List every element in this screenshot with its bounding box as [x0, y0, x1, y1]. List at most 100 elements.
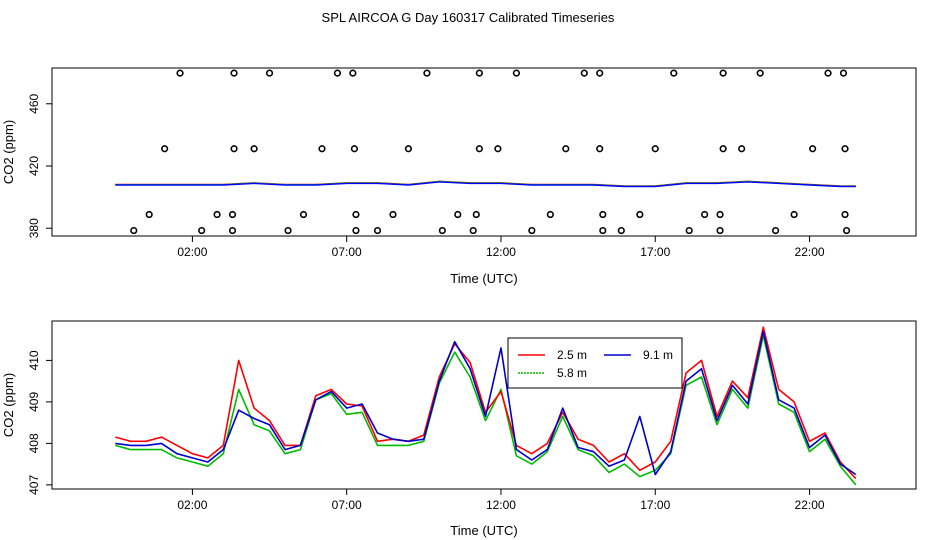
data-point [738, 145, 746, 153]
data-point [636, 210, 644, 219]
bottom-y-tick-label: 409 [27, 392, 41, 412]
data-point [454, 210, 462, 219]
top-y-tick-label: 380 [27, 218, 41, 238]
data-point [599, 210, 607, 219]
data-point [228, 226, 237, 235]
data-point [528, 226, 536, 235]
series-line-2-5-m [115, 326, 857, 480]
top-x-tick-label: 22:00 [795, 245, 825, 259]
data-point [494, 145, 502, 153]
bottom-x-tick-label: 22:00 [795, 498, 825, 512]
data-point [824, 69, 832, 77]
data-point [230, 145, 238, 153]
data-point [719, 69, 727, 77]
data-point [512, 69, 521, 77]
data-point [771, 226, 780, 235]
data-point [318, 145, 326, 153]
top-x-axis-label: Time (UTC) [450, 271, 517, 286]
data-point [716, 226, 724, 235]
data-point [230, 69, 238, 77]
data-point [841, 145, 849, 153]
data-point [651, 145, 659, 153]
series-line-5-8-m [115, 334, 857, 486]
top-y-axis-label: CO2 (ppm) [1, 120, 16, 184]
top-y-axis: 380 420 460 [27, 93, 52, 238]
data-point [213, 210, 221, 219]
data-point [161, 145, 169, 153]
bottom-x-tick-label: 07:00 [332, 498, 362, 512]
series-line-9-1-m [115, 330, 857, 476]
data-point [469, 226, 477, 235]
top-x-tick-label: 12:00 [486, 245, 516, 259]
data-point [333, 69, 342, 77]
top-x-tick-label: 07:00 [332, 245, 362, 259]
data-point [423, 69, 431, 77]
data-point [145, 210, 153, 219]
bottom-plot-frame [51, 320, 917, 490]
data-point [130, 226, 138, 235]
chart-title: SPL AIRCOA G Day 160317 Calibrated Times… [322, 10, 615, 25]
series-line [115, 181, 856, 188]
bottom-x-tick-label: 02:00 [177, 498, 207, 512]
bottom-panel: 02:00 07:00 12:00 17:00 22:00 407 408 409 410 T… [1, 320, 917, 538]
data-point [596, 145, 604, 153]
bottom-y-tick-label: 408 [27, 433, 41, 453]
data-point [176, 69, 184, 77]
data-point [349, 69, 357, 77]
data-point [352, 226, 360, 235]
data-point [670, 69, 678, 77]
data-point [790, 210, 798, 219]
data-point [719, 145, 727, 153]
data-point [841, 210, 849, 219]
top-y-tick-label: 420 [27, 156, 41, 176]
bottom-y-tick-label: 410 [27, 350, 41, 370]
top-y-tick-label: 460 [27, 93, 41, 113]
bottom-x-tick-label: 17:00 [640, 498, 670, 512]
bottom-y-axis: 407 408 409 410 [27, 350, 52, 495]
data-point [373, 226, 382, 235]
data-point [472, 210, 480, 219]
top-series-lines [115, 180, 856, 188]
data-point [299, 210, 308, 219]
data-point [546, 210, 554, 219]
bottom-y-tick-label: 407 [27, 475, 41, 495]
data-point [265, 69, 274, 77]
data-point [389, 210, 397, 219]
top-x-axis: 02:00 07:00 12:00 17:00 22:00 [177, 236, 825, 259]
data-point [475, 145, 483, 153]
data-point [352, 210, 360, 219]
bottom-series-lines [115, 326, 857, 486]
top-x-tick-label: 02:00 [177, 245, 207, 259]
data-point [809, 145, 817, 153]
bottom-y-axis-label: CO2 (ppm) [1, 373, 16, 437]
top-x-tick-label: 17:00 [640, 245, 670, 259]
data-point [756, 69, 764, 77]
data-point [596, 69, 604, 77]
data-point [198, 226, 206, 235]
data-point [228, 210, 237, 219]
top-panel: 02:00 07:00 12:00 17:00 22:00 380 420 460 Time… [1, 67, 917, 286]
legend: 2.5 m 9.1 m 5.8 m [507, 337, 683, 389]
data-point [842, 226, 851, 235]
data-point [580, 69, 588, 77]
data-point [701, 210, 709, 219]
bottom-x-tick-label: 12:00 [486, 498, 516, 512]
bottom-x-axis: 02:00 07:00 12:00 17:00 22:00 [177, 489, 825, 512]
data-point [284, 226, 292, 235]
legend-label-9-1m: 9.1 m [643, 348, 673, 362]
data-point [685, 226, 693, 235]
data-point [475, 69, 483, 77]
top-scatter-points [130, 69, 851, 235]
data-point [404, 145, 413, 153]
data-point [617, 226, 625, 235]
legend-label-2-5m: 2.5 m [557, 348, 587, 362]
data-point [562, 145, 570, 153]
bottom-x-axis-label: Time (UTC) [450, 523, 517, 538]
data-point [716, 210, 724, 219]
data-point [839, 69, 848, 77]
data-point [438, 226, 446, 235]
data-point [599, 226, 607, 235]
data-point [350, 145, 359, 153]
legend-box [507, 337, 683, 389]
